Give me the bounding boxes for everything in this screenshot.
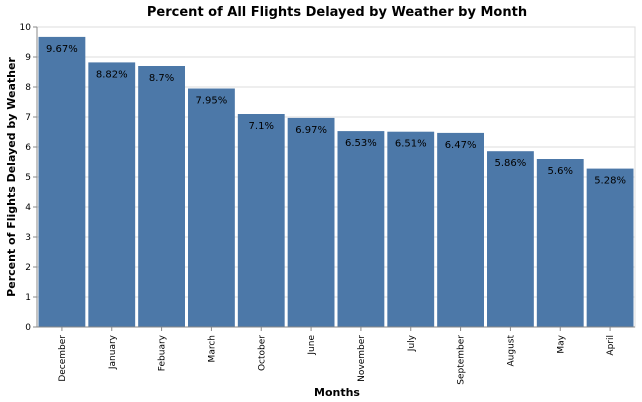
x-tick-label: May	[556, 334, 566, 353]
x-axis-title: Months	[314, 386, 360, 399]
x-tick-label: October	[257, 335, 267, 371]
x-tick-label: July	[407, 334, 417, 352]
bar-data-label: 6.51%	[395, 139, 427, 150]
chart-title: Percent of All Flights Delayed by Weathe…	[147, 5, 527, 20]
bar	[88, 62, 136, 328]
y-tick-label: 1	[25, 293, 31, 303]
x-tick-label: August	[506, 335, 516, 367]
bar	[337, 131, 385, 327]
x-tick-label: December	[58, 335, 68, 382]
bar	[188, 88, 235, 327]
bars: 9.67% 8.82% 8.7% 7.95% 7.1% 6.97% 6.53% 6.51% 6.…	[38, 36, 634, 328]
bar-data-label: 5.6%	[548, 166, 573, 177]
y-tick-label: 7	[25, 113, 31, 123]
y-tick-label: 10	[20, 23, 32, 33]
bar-data-label: 9.67%	[46, 44, 78, 55]
x-tick-label: March	[207, 335, 217, 362]
y-axis-title: Percent of Flights Delayed by Weather	[5, 57, 18, 297]
bar-data-label: 6.47%	[445, 140, 477, 151]
bar-data-label: 5.86%	[495, 158, 527, 169]
bar	[38, 36, 86, 328]
bar	[138, 66, 185, 327]
x-tick-label: November	[357, 335, 367, 382]
bar-data-label: 8.7%	[149, 73, 174, 84]
bar	[536, 159, 584, 327]
y-tick-label: 9	[25, 53, 31, 63]
x-tick-label: September	[457, 335, 467, 385]
y-tick-label: 5	[25, 173, 31, 183]
bar	[487, 151, 534, 327]
x-tick-label: January	[108, 334, 118, 370]
x-tick-label: Febuary	[158, 334, 168, 371]
bar-data-label: 7.1%	[249, 121, 274, 132]
x-tick-label: June	[307, 335, 317, 356]
bar	[287, 117, 335, 328]
bar-data-label: 6.97%	[295, 125, 327, 136]
bar-data-label: 8.82%	[96, 69, 128, 80]
bar	[586, 168, 634, 327]
y-tick-label: 4	[25, 203, 31, 213]
y-tick-label: 6	[25, 143, 31, 153]
bar-data-label: 6.53%	[345, 138, 377, 149]
y-tick-label: 0	[25, 323, 31, 333]
y-tick-label: 2	[25, 263, 31, 273]
bar	[237, 114, 285, 327]
y-tick-label: 3	[25, 233, 31, 243]
axes: 0 1 2 3 4 5 6 7 8 9 10 December January Febuary March O…	[20, 23, 635, 385]
bar	[387, 131, 435, 327]
bar-data-label: 5.28%	[594, 176, 626, 187]
bar	[437, 132, 484, 327]
y-tick-label: 8	[25, 83, 31, 93]
x-tick-label: April	[606, 335, 616, 356]
bar-data-label: 7.95%	[196, 96, 228, 107]
